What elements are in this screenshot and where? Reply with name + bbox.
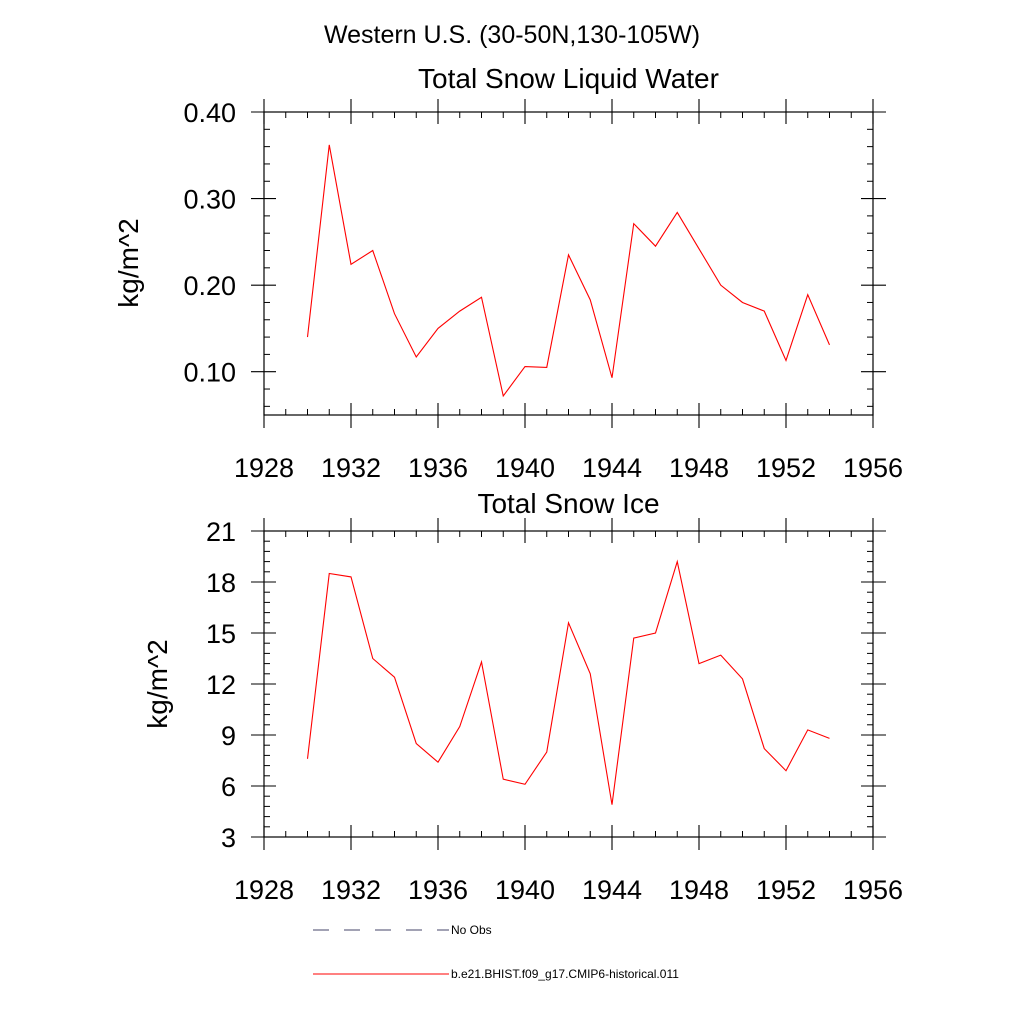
legend: No Obs b.e21.BHIST.f09_g17.CMIP6-historic… xyxy=(313,923,679,981)
series-line-0 xyxy=(306,144,831,398)
legend-label-1: b.e21.BHIST.f09_g17.CMIP6-historical.011 xyxy=(451,967,679,981)
x-tick-label: 1948 xyxy=(669,453,729,483)
plot-frame xyxy=(263,111,874,416)
y-tick-label: 21 xyxy=(206,517,236,547)
chart-title: Total Snow Ice xyxy=(477,488,659,519)
y-tick-label: 0.20 xyxy=(183,271,236,301)
x-tick-label: 1952 xyxy=(756,875,816,905)
x-tick-label: 1932 xyxy=(321,875,381,905)
x-tick-label: 1932 xyxy=(321,453,381,483)
legend-label-0: No Obs xyxy=(451,923,492,937)
x-tick-label: 1940 xyxy=(495,875,555,905)
y-axis-label: kg/m^2 xyxy=(142,639,173,728)
x-tick-label: 1936 xyxy=(408,453,468,483)
series-line-0 xyxy=(306,559,830,805)
figure-title: Western U.S. (30-50N,130-105W) xyxy=(324,21,700,49)
y-tick-label: 6 xyxy=(221,772,236,802)
x-tick-label: 1944 xyxy=(582,875,642,905)
panel-total-snow-ice: Total Snow Ice kg/m^2 1928 1932 1936 1940 1944… xyxy=(142,488,903,905)
y-tick-label: 15 xyxy=(206,619,236,649)
x-tick-label: 1956 xyxy=(843,453,903,483)
chart-title: Total Snow Liquid Water xyxy=(418,63,719,94)
panel-total-snow-liquid-water: Total Snow Liquid Water kg/m^2 1928 1932 193… xyxy=(113,63,903,483)
y-tick-label: 0.30 xyxy=(183,185,236,215)
y-tick-label: 18 xyxy=(206,568,236,598)
x-tick-label: 1928 xyxy=(234,875,294,905)
x-tick-label: 1940 xyxy=(495,453,555,483)
x-tick-label: 1928 xyxy=(234,453,294,483)
x-tick-label: 1948 xyxy=(669,875,729,905)
plot-frame xyxy=(263,530,874,838)
y-tick-label: 0.10 xyxy=(183,358,236,388)
y-axis-label: kg/m^2 xyxy=(113,218,144,307)
x-tick-label: 1944 xyxy=(582,453,642,483)
y-tick-label: 3 xyxy=(221,823,236,853)
y-tick-label: 9 xyxy=(221,721,236,751)
x-tick-label: 1936 xyxy=(408,875,468,905)
x-tick-label: 1956 xyxy=(843,875,903,905)
x-tick-label: 1952 xyxy=(756,453,816,483)
y-tick-label: 12 xyxy=(206,670,236,700)
y-tick-label: 0.40 xyxy=(183,98,236,128)
